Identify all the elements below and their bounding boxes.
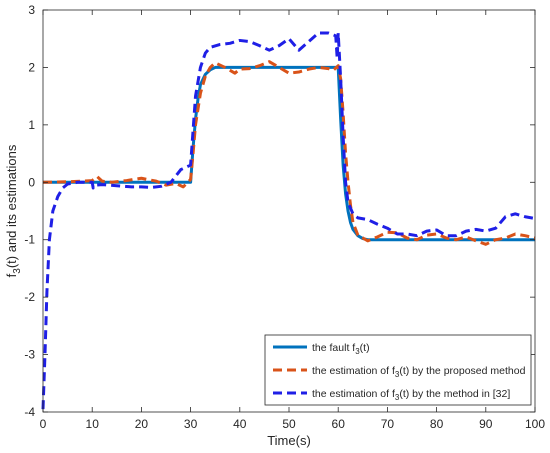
- legend-label-2: the estimation of f3(t) by the proposed …: [312, 365, 526, 379]
- y-axis-label-sub: 3: [12, 268, 23, 274]
- plot-lines: [41, 31, 536, 410]
- legend-entries: the fault f3(t) the estimation of f3(t) b…: [273, 342, 526, 402]
- legend-label-1: the fault f3(t): [312, 342, 370, 356]
- y-tick-label: -4: [24, 405, 35, 419]
- y-axis-label-post: (t) and its estimations: [4, 144, 19, 268]
- legend-label-3: the estimation of f3(t) by the method in…: [312, 388, 510, 402]
- x-tick-label: 80: [430, 417, 444, 431]
- x-tick-label: 100: [525, 417, 545, 431]
- x-tick-label: 90: [479, 417, 493, 431]
- y-tick-label: -2: [24, 290, 35, 304]
- x-tick-label: 0: [40, 417, 47, 431]
- legend-box: [264, 334, 532, 406]
- x-tick-label: 20: [135, 417, 149, 431]
- legend: the fault f3(t) the estimation of f3(t) b…: [264, 334, 532, 406]
- y-tick-label: 3: [28, 3, 35, 17]
- ticks: [42, 9, 536, 413]
- y-tick-label: -3: [24, 348, 35, 362]
- x-tick-label: 30: [184, 417, 198, 431]
- x-tick-label: 10: [86, 417, 100, 431]
- x-tick-label: 40: [233, 417, 247, 431]
- x-tick-label: 60: [332, 417, 346, 431]
- y-axis-label-pre: f: [4, 273, 19, 277]
- y-tick-label: 2: [28, 60, 35, 74]
- y-axis-label: f3(t) and its estimations: [4, 144, 23, 277]
- y-tick-label: -1: [24, 233, 35, 247]
- tick-labels: 0 10 20 30 40 50 60 70 80 90 100 -4 -3 -2 -1 0 1 2 3: [24, 3, 545, 431]
- x-tick-label: 50: [282, 417, 296, 431]
- y-tick-label: 1: [28, 118, 35, 132]
- x-tick-label: 70: [381, 417, 395, 431]
- series-line-2: [42, 60, 536, 246]
- series-line-3: [41, 31, 536, 410]
- y-tick-label: 0: [28, 175, 35, 189]
- x-axis-label: Time(s): [267, 433, 311, 448]
